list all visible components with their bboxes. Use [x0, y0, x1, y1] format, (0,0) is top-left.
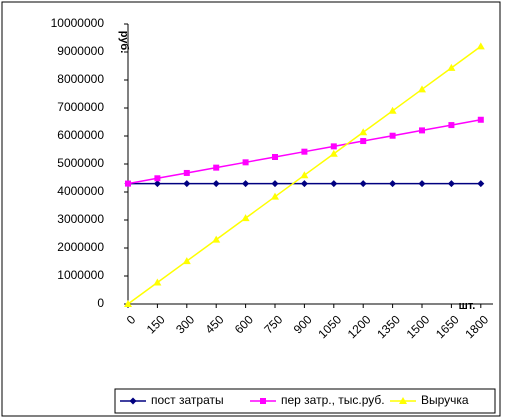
marker	[477, 116, 484, 123]
marker	[272, 154, 278, 160]
marker	[359, 180, 367, 188]
marker	[153, 278, 162, 286]
marker	[213, 164, 220, 171]
chart-border	[1, 1, 501, 417]
y-tick-label: 5000000	[57, 156, 104, 170]
y-tick-label: 4000000	[57, 184, 104, 198]
marker	[419, 127, 425, 134]
marker	[183, 169, 190, 176]
marker	[212, 235, 221, 243]
marker	[418, 85, 426, 93]
marker	[330, 143, 337, 150]
y-tick-label: 1000000	[57, 268, 104, 282]
legend-label: пост затраты	[151, 393, 224, 407]
marker	[242, 159, 249, 166]
marker	[271, 192, 279, 200]
y-tick-label: 6000000	[57, 128, 104, 142]
marker	[359, 128, 368, 136]
marker	[389, 132, 396, 139]
marker	[448, 122, 455, 129]
marker	[212, 180, 220, 188]
marker	[182, 257, 191, 265]
x-axis-label: шт.	[459, 300, 476, 312]
legend-label: Выручка	[421, 393, 469, 407]
marker	[129, 397, 137, 405]
marker	[153, 180, 161, 188]
y-tick-label: 3000000	[57, 212, 104, 226]
marker	[125, 180, 131, 187]
marker	[124, 300, 132, 307]
marker	[447, 63, 456, 71]
legend-label: пер затр., тыс.руб.	[281, 393, 385, 407]
marker	[183, 180, 191, 188]
y-axis-label: руб.	[118, 31, 130, 54]
marker	[360, 138, 367, 145]
marker	[260, 398, 266, 404]
marker	[399, 397, 407, 404]
legend	[114, 388, 496, 414]
marker	[389, 180, 397, 188]
y-tick-label: 2000000	[57, 240, 104, 254]
marker	[477, 180, 485, 188]
marker	[329, 149, 338, 157]
marker	[301, 148, 308, 155]
marker	[154, 175, 161, 182]
marker	[476, 42, 485, 50]
y-tick-label: 0	[97, 296, 104, 310]
marker	[271, 180, 279, 188]
marker	[241, 214, 250, 222]
marker	[330, 180, 338, 188]
y-tick-label: 10000000	[51, 16, 105, 30]
marker	[300, 180, 308, 188]
y-tick-label: 7000000	[57, 100, 104, 114]
marker	[418, 180, 426, 188]
marker	[242, 180, 250, 188]
marker	[388, 106, 397, 114]
marker	[447, 180, 455, 188]
y-tick-label: 8000000	[57, 72, 104, 86]
marker	[300, 171, 309, 179]
y-tick-label: 9000000	[57, 44, 104, 58]
